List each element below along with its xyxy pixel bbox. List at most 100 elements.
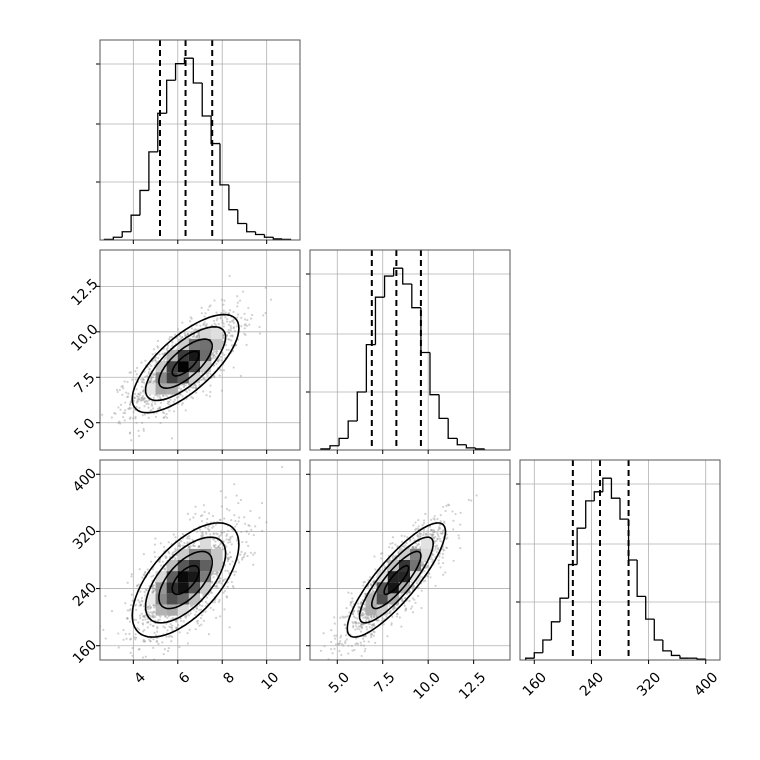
sample-point: [224, 316, 227, 319]
sample-point: [237, 516, 241, 519]
sample-point: [148, 368, 151, 371]
sample-point: [364, 620, 367, 623]
sample-point: [170, 626, 174, 629]
sample-point: [439, 539, 442, 543]
sample-point: [362, 644, 366, 647]
sample-point: [171, 628, 174, 632]
sample-point: [354, 628, 357, 631]
sample-point: [166, 346, 169, 350]
sample-point: [237, 520, 240, 523]
sample-point: [211, 351, 215, 355]
sample-point: [364, 635, 367, 638]
sample-point: [122, 638, 125, 641]
density-cell: [188, 571, 200, 583]
sample-point: [153, 380, 156, 383]
sample-point: [218, 598, 221, 602]
sample-point: [216, 350, 219, 353]
sample-point: [208, 395, 212, 398]
sample-point: [197, 545, 201, 548]
sample-point: [138, 394, 141, 397]
sample-point: [152, 373, 155, 377]
sample-point: [153, 373, 156, 376]
histogram-bin: [402, 268, 412, 285]
y-tick-label: 5.0: [71, 415, 98, 442]
sample-point: [406, 536, 409, 539]
sample-point: [381, 552, 384, 555]
sample-point: [195, 620, 198, 623]
sample-point: [221, 352, 224, 355]
sample-point: [129, 638, 132, 641]
sample-point: [436, 544, 439, 547]
sample-point: [368, 618, 371, 621]
density-cell: [200, 350, 212, 362]
sample-point: [134, 392, 137, 395]
sample-point: [364, 616, 367, 619]
sample-point: [416, 535, 420, 538]
sample-point: [396, 612, 399, 616]
sample-point: [170, 437, 174, 440]
sample-point: [222, 322, 225, 325]
sample-point: [370, 626, 374, 630]
sample-point: [387, 612, 391, 615]
sample-point: [149, 409, 152, 413]
sample-point: [430, 533, 433, 536]
sample-point: [168, 552, 171, 555]
sample-point: [467, 498, 470, 502]
sample-point: [228, 538, 231, 542]
sample-point: [183, 541, 186, 545]
sample-point: [218, 543, 222, 546]
sample-point: [153, 603, 156, 607]
contour-line: [346, 522, 447, 638]
sample-point: [127, 395, 130, 398]
sample-point: [423, 570, 426, 573]
sample-point: [214, 540, 217, 543]
sample-point: [175, 396, 178, 399]
sample-point: [217, 580, 220, 583]
sample-point: [236, 295, 239, 298]
sample-point: [220, 531, 223, 534]
sample-point: [219, 490, 222, 493]
histogram-bin: [585, 500, 595, 529]
sample-point: [154, 356, 158, 359]
sample-point: [360, 614, 363, 617]
sample-point: [196, 619, 199, 622]
sample-point: [359, 641, 362, 644]
sample-point: [225, 545, 228, 548]
sample-point: [245, 530, 249, 533]
sample-point: [376, 618, 379, 622]
sample-point: [171, 344, 174, 347]
sample-point: [125, 391, 128, 394]
sample-point: [243, 323, 246, 327]
sample-point: [362, 637, 365, 640]
sample-point: [221, 321, 224, 324]
sample-point: [152, 603, 155, 607]
sample-point: [104, 637, 107, 640]
sample-point: [412, 546, 415, 549]
sample-point: [207, 372, 210, 375]
sample-point: [432, 517, 435, 520]
sample-point: [433, 530, 436, 534]
sample-point: [218, 535, 221, 538]
sample-point: [152, 610, 155, 613]
sample-point: [372, 590, 376, 594]
histogram-bin: [183, 57, 194, 64]
sample-point: [149, 623, 152, 626]
sample-point: [358, 628, 361, 631]
sample-point: [149, 606, 152, 609]
sample-point: [357, 605, 360, 609]
histogram-bin: [201, 82, 212, 117]
sample-point: [119, 403, 123, 406]
sample-point: [200, 306, 203, 309]
histogram-bin: [392, 267, 403, 277]
sample-point: [214, 616, 218, 619]
sample-point: [362, 614, 365, 617]
y-tick-label: 160: [70, 637, 100, 667]
sample-point: [120, 385, 123, 388]
sample-point: [217, 600, 221, 604]
sample-point: [358, 606, 362, 609]
sample-point: [132, 399, 136, 402]
sample-point: [375, 615, 378, 618]
histogram-bin: [112, 236, 123, 240]
sample-point: [360, 622, 363, 626]
sample-point: [430, 518, 433, 522]
